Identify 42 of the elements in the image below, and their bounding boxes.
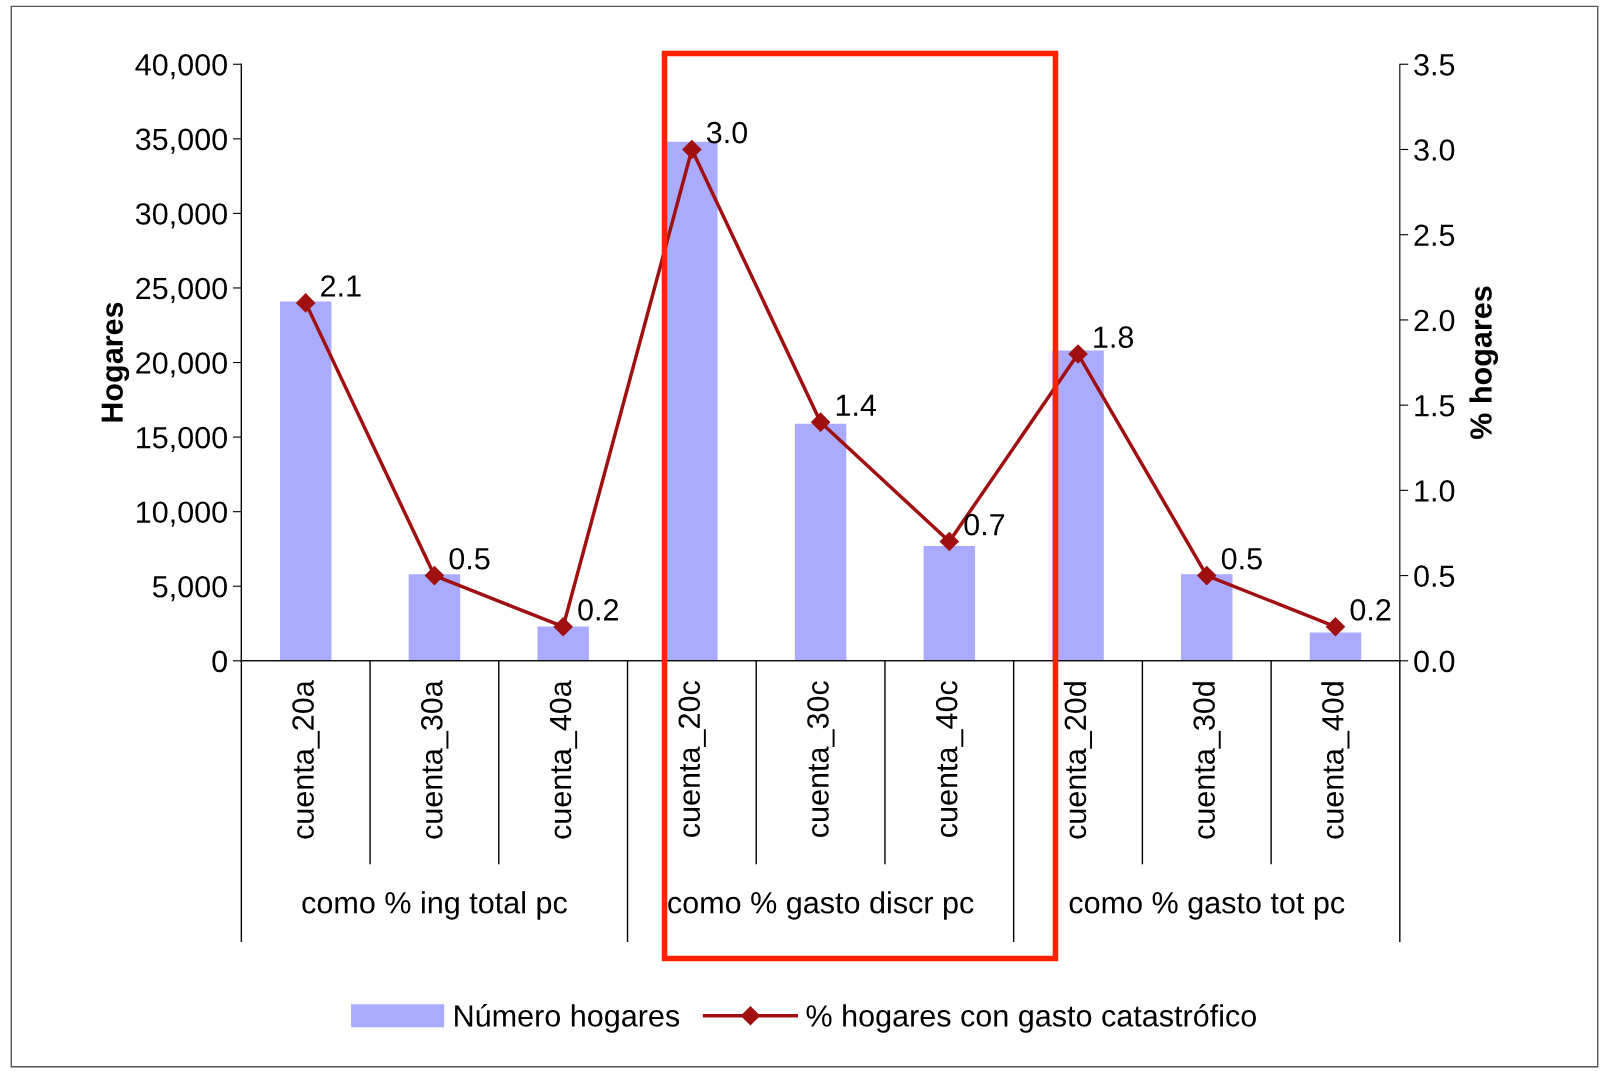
data-label: 1.4 — [836, 394, 877, 416]
y2-tick-label: 1.5 — [1415, 395, 1455, 417]
x-tick-label: cuenta_30d — [1192, 682, 1221, 839]
text: como % ing total pc — [302, 891, 567, 920]
data-label: 0.7 — [964, 513, 1005, 536]
legend-label: % hogares con gasto catastrófico — [806, 1003, 1256, 1033]
y2-tick-label: 0.0 — [1414, 650, 1455, 673]
y2-axis-title: % hogares — [1469, 286, 1498, 440]
y-tick-label: 10,000 — [137, 501, 227, 527]
data-label: 0.2 — [1350, 599, 1391, 621]
x-tick-label: cuenta_30c — [807, 681, 835, 837]
x-tick-label: cuenta_30a — [421, 680, 449, 839]
y-tick-label: 5,000 — [152, 575, 227, 602]
x-tick-label: cuenta_40a — [549, 680, 578, 839]
y2-tick-label: 3.0 — [1414, 139, 1455, 161]
y-tick-label: 15,000 — [137, 426, 227, 453]
x-tick-label: cuenta_20d — [1063, 682, 1092, 839]
text: como % gasto tot pc — [1069, 892, 1345, 920]
data-label: 0.2 — [578, 599, 618, 621]
x-tick-label: cuenta_20a — [292, 680, 320, 839]
y-tick-label: 20,000 — [136, 352, 227, 378]
y2-tick-label: 1.0 — [1415, 480, 1455, 502]
y2-tick-label: 3.5 — [1414, 54, 1455, 76]
y-axis-title: Hogares — [101, 302, 130, 422]
data-label: 3.0 — [706, 121, 748, 144]
data-label: 1.8 — [1094, 326, 1134, 348]
x-tick-label: cuenta_20c — [678, 681, 706, 837]
data-label: 2.1 — [321, 275, 361, 297]
y-tick-label: 30,000 — [135, 203, 227, 229]
text: como % gasto discr pc — [668, 891, 974, 920]
y2-tick-label: 2.0 — [1414, 309, 1455, 332]
y-tick-label: 35,000 — [135, 128, 227, 154]
y-tick-label: 40,000 — [135, 54, 227, 80]
y-tick-label: 0 — [212, 650, 227, 673]
data-label: 0.5 — [1221, 547, 1262, 570]
y2-tick-label: 0.5 — [1414, 565, 1455, 587]
x-tick-label: cuenta_40c — [935, 681, 964, 837]
data-label: 0.5 — [449, 547, 490, 570]
y2-tick-label: 2.5 — [1414, 224, 1455, 247]
legend-label: Número hogares — [455, 1003, 680, 1033]
x-tick-label: cuenta_40d — [1321, 682, 1350, 839]
y-tick-label: 25,000 — [136, 277, 227, 303]
